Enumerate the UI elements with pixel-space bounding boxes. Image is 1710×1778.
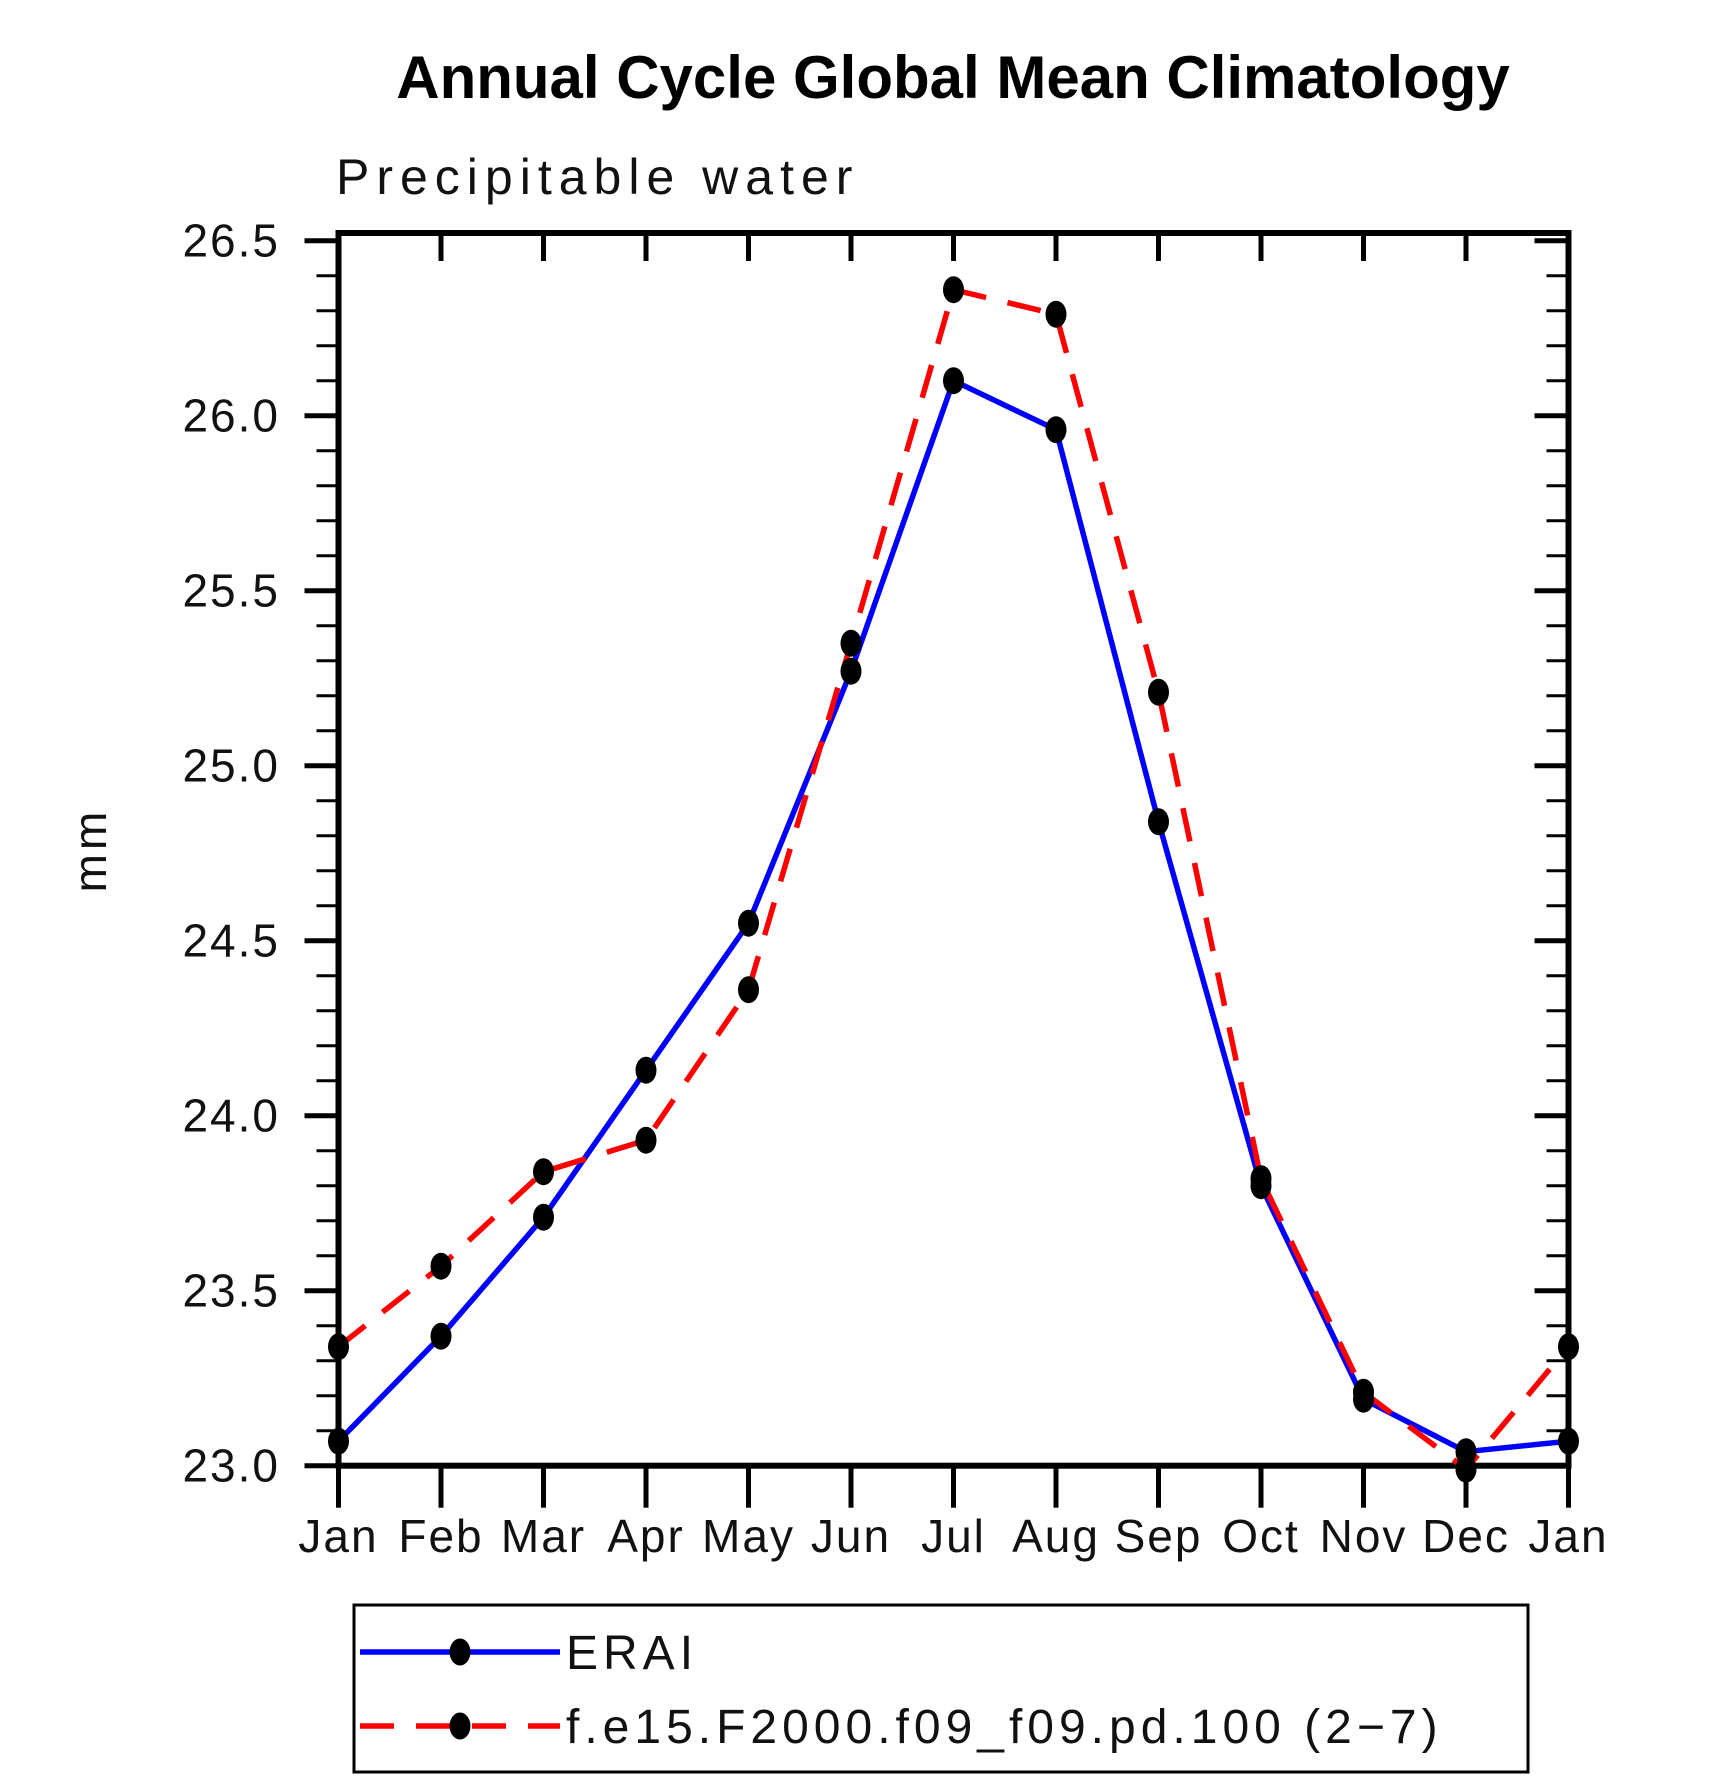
data-point-0 [635,1056,657,1084]
y-tick-label: 24.5 [182,915,280,967]
data-point-0 [1148,808,1169,836]
data-point-1 [1353,1378,1374,1406]
y-axis-title: mm [64,808,116,893]
data-point-1 [943,276,964,304]
y-tick-label: 26.0 [182,390,280,442]
x-tick-label: Apr [607,1510,685,1562]
data-point-1 [840,629,862,657]
x-tick-label: Sep [1115,1510,1203,1562]
legend-marker-model [449,1712,471,1740]
x-tick-label: Jun [811,1510,891,1562]
data-point-1 [1558,1333,1579,1361]
x-tick-label: Mar [501,1510,586,1562]
series-line-0 [336,376,1569,1455]
y-tick-label: 25.5 [182,565,280,617]
data-point-0 [840,657,862,685]
data-point-1 [1148,678,1169,706]
data-point-1 [738,976,759,1004]
plot-frame [335,230,1572,1469]
x-tick-label: Feb [398,1510,483,1562]
y-tick-label: 23.5 [182,1265,280,1317]
data-point-1 [533,1158,554,1186]
y-tick-label: 26.5 [182,215,280,267]
x-tick-label: Dec [1422,1510,1510,1562]
data-point-0 [533,1203,554,1231]
x-tick-label: Nov [1320,1510,1408,1562]
x-tick-label: Aug [1012,1510,1100,1562]
y-tick-label: 24.0 [182,1090,280,1142]
data-point-1 [328,1333,349,1361]
data-point-0 [328,1427,349,1455]
chart-subtitle: Precipitable water [336,149,859,205]
legend-label-erai: ERAI [566,1627,698,1680]
chart-title: Annual Cycle Global Mean Climatology [396,44,1510,111]
data-point-1 [1045,300,1067,328]
data-point-0 [738,909,759,937]
legend-box [352,1603,1530,1774]
y-tick-label: 25.0 [182,740,280,792]
data-point-1 [1250,1165,1272,1193]
legend: ERAI f.e15.F2000.f09_f09.pd.100 (2−7) [352,1603,1530,1774]
legend-marker-erai [449,1638,471,1666]
data-point-1 [635,1126,657,1154]
x-tick-label: May [702,1510,795,1562]
data-point-1 [430,1252,452,1280]
plot-area: 23.0 23.5 24.0 24.5 25.0 25.5 26.0 26.5 Jan Feb Ma… [182,215,1608,1562]
y-tick-label: 23.0 [182,1440,280,1492]
x-tick-label: Oct [1222,1510,1300,1562]
data-point-0 [430,1322,452,1350]
data-point-0 [943,367,964,395]
legend-label-model: f.e15.F2000.f09_f09.pd.100 (2−7) [566,1701,1443,1754]
data-point-0 [1045,416,1067,444]
data-point-1 [1455,1455,1477,1483]
x-tick-label: Jan [298,1510,378,1562]
data-point-0 [1558,1427,1579,1455]
x-tick-label: Jan [1528,1510,1608,1562]
x-tick-label: Jul [921,1510,986,1562]
series-line-1 [336,286,1571,1473]
